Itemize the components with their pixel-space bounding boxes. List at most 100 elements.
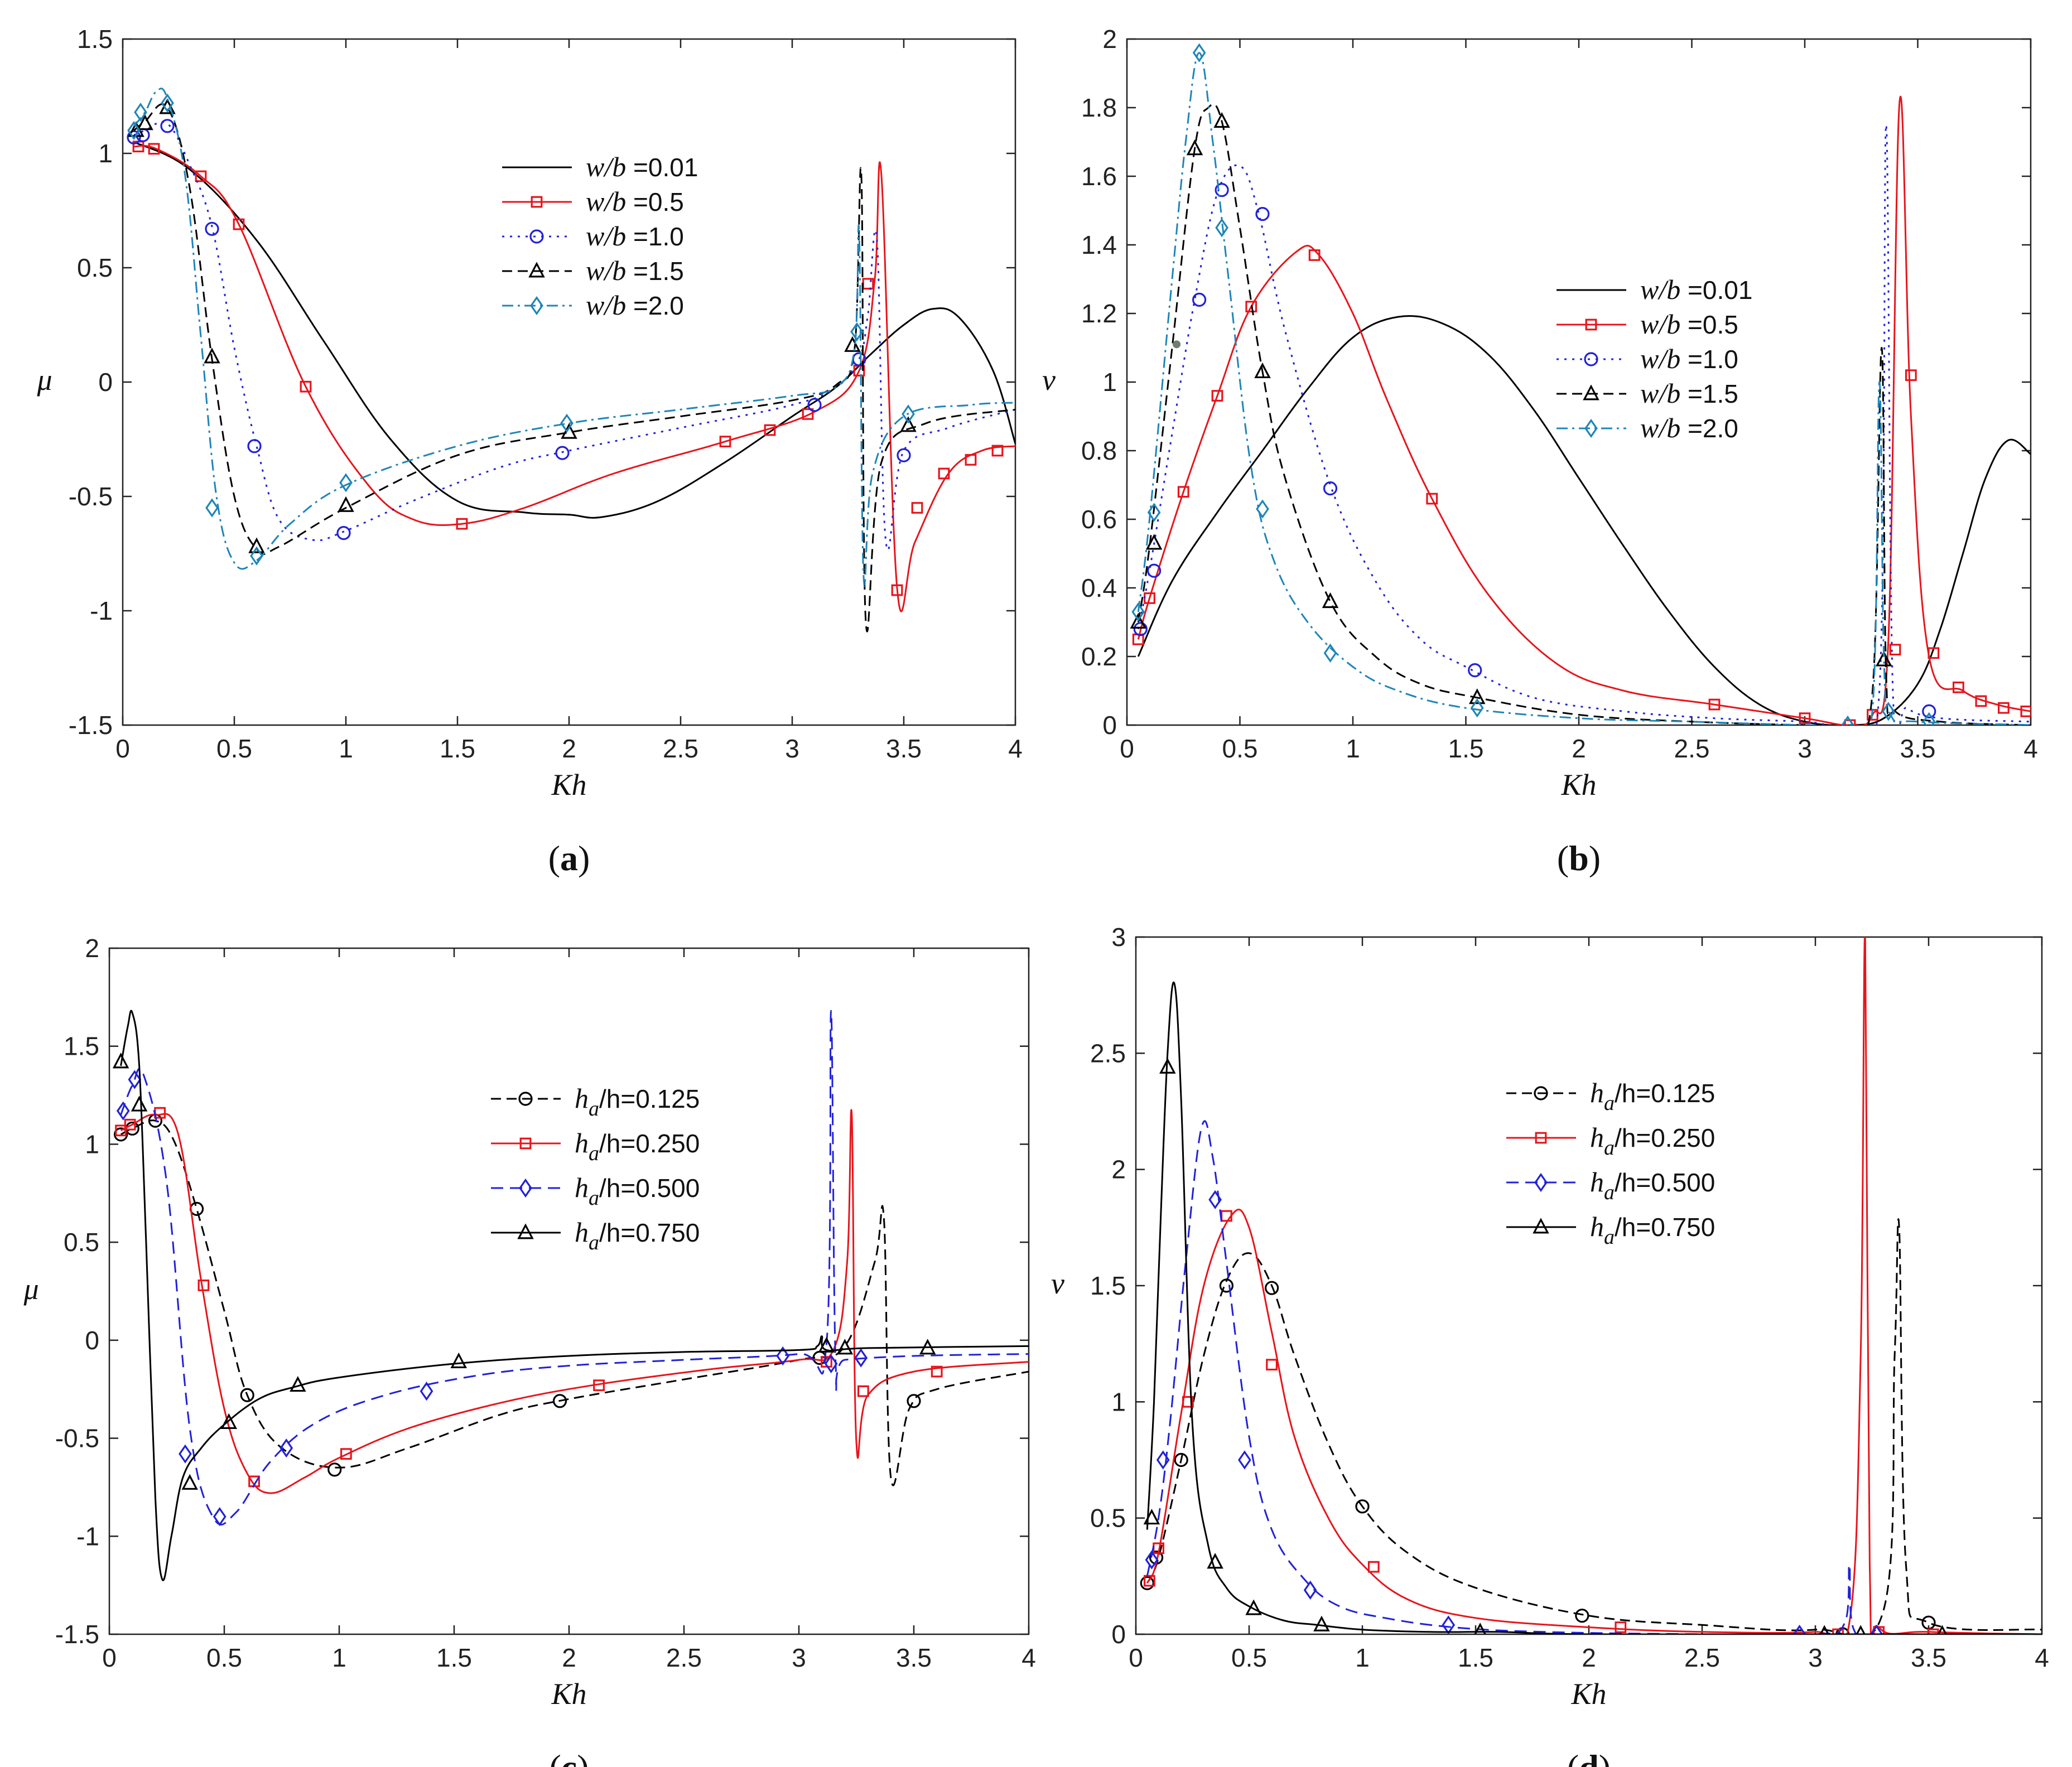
y-tick-label: 0.5 <box>1090 1504 1126 1533</box>
legend-entry: ha/h=0.500 <box>1590 1166 1715 1204</box>
x-tick-label: 0 <box>1120 734 1134 763</box>
series-4-marker <box>1147 503 1161 522</box>
y-tick-label: 0.5 <box>64 1228 99 1257</box>
series-1-marker <box>1615 1621 1627 1633</box>
series-2-marker <box>824 1354 838 1374</box>
series-2-marker <box>116 1101 130 1121</box>
series-0-marker <box>1265 1281 1279 1295</box>
legend: ha/h=0.125 ha/h=0.250 ha/h=0.500 ha/h=0.750 <box>491 1083 700 1254</box>
series-line-3 <box>1137 103 2031 725</box>
x-tick-label: 1.5 <box>1448 734 1484 763</box>
plot-area <box>1130 43 2031 725</box>
series-2-marker <box>1468 663 1482 678</box>
x-axis-label: Kh <box>551 768 586 802</box>
x-tick-label: 2.5 <box>663 734 698 763</box>
x-tick-label: 1 <box>1346 734 1360 763</box>
x-tick-label: 0 <box>102 1643 117 1672</box>
series-3-marker <box>1474 1623 1487 1634</box>
x-tick-label: 0.5 <box>1231 1643 1267 1672</box>
x-tick-label: 0 <box>115 734 130 763</box>
series-1-marker <box>1143 1575 1155 1587</box>
series-3-marker <box>1819 1625 1829 1634</box>
panel-caption: (d) <box>1567 1747 1611 1767</box>
series-4-marker <box>1470 698 1484 718</box>
legend-entry: w/b =1.5 <box>1640 378 1738 409</box>
x-tick-label: 0.5 <box>216 734 252 763</box>
series-3-marker <box>181 1474 198 1490</box>
series-1-marker <box>148 143 160 155</box>
series-4-marker <box>339 473 353 493</box>
y-axis-label: μ <box>36 363 52 397</box>
legend-marker <box>517 1223 534 1239</box>
legend-marker <box>1533 1218 1549 1234</box>
legend-marker <box>1584 418 1598 438</box>
series-4-marker <box>1256 499 1269 519</box>
x-tick-label: 1.5 <box>440 734 475 763</box>
legend-marker <box>528 262 545 278</box>
series-1-marker <box>1873 1626 1885 1634</box>
legend-entry: w/b =0.5 <box>1640 308 1738 340</box>
series-line-4 <box>133 88 1015 587</box>
panel-c: 0 0.5 1 1.5 2 2.5 3 3.5 4 -1.5 -1 -0.5 0 0.5 1 1.5 2 Kh μ (… <box>23 934 1035 1767</box>
series-1-marker <box>1211 390 1223 402</box>
y-tick-label: 0 <box>85 1326 99 1355</box>
series-1-marker <box>593 1379 605 1392</box>
series-2-marker <box>205 221 219 236</box>
series-3-marker <box>1322 592 1339 609</box>
legend-entry: w/b =2.0 <box>1640 412 1738 443</box>
series-2-marker <box>1323 481 1338 496</box>
series-4-marker <box>134 103 147 122</box>
series-line-1 <box>133 144 1015 612</box>
series-0-marker <box>114 1127 128 1142</box>
series-1-marker <box>124 1118 136 1131</box>
x-tick-label: 1 <box>332 1643 346 1672</box>
y-tick-label: 1.2 <box>1081 299 1117 328</box>
legend-marker <box>1534 1172 1548 1193</box>
legend-marker <box>1535 1132 1547 1144</box>
panel-b: 0 0.5 1 1.5 2 2.5 3 3.5 4 0 0.2 0.4 0.6 0.8 1 1.2 1.4 1.6… <box>1042 25 2038 878</box>
y-tick-label: 0 <box>98 368 113 397</box>
series-line-3 <box>120 1010 1029 1581</box>
series-1-marker <box>1708 698 1721 711</box>
series-1-marker <box>1928 647 1940 659</box>
legend-marker <box>1584 352 1598 366</box>
y-tick-label: 2 <box>1111 1155 1126 1184</box>
x-tick-label: 2.5 <box>1674 734 1710 763</box>
series-0-marker <box>552 1394 567 1408</box>
series-3-marker <box>131 1095 148 1112</box>
series-1-marker <box>802 408 814 420</box>
series-2-marker <box>1215 183 1229 197</box>
series-line-0 <box>120 1119 1029 1486</box>
panel-caption: (a) <box>548 838 590 878</box>
series-2-marker <box>1922 704 1936 719</box>
y-tick-label: 1.4 <box>1081 230 1117 259</box>
legend-entry: ha/h=0.750 <box>1590 1211 1715 1249</box>
series-4-marker <box>127 120 141 141</box>
series-1-marker <box>1953 681 1964 693</box>
series-line-1 <box>1137 95 2031 725</box>
x-tick-label: 1.5 <box>436 1643 472 1672</box>
series-line-1 <box>120 1109 1029 1494</box>
x-tick-label: 0.5 <box>206 1643 242 1672</box>
series-1-marker <box>931 1365 943 1378</box>
series-3-marker <box>338 496 354 512</box>
y-tick-label: 1 <box>1102 368 1117 397</box>
series-3-marker <box>1159 1058 1176 1074</box>
series-3-marker <box>204 347 220 364</box>
series-0-marker <box>1355 1499 1370 1514</box>
series-1-marker <box>1266 1359 1278 1371</box>
series-1-marker <box>1975 695 1987 707</box>
series-1-marker <box>340 1448 352 1460</box>
series-2-marker <box>179 1444 192 1464</box>
x-tick-label: 2 <box>1582 1643 1596 1672</box>
series-1-marker <box>197 1280 210 1291</box>
series-line-0 <box>1137 315 2031 725</box>
legend-entry: ha/h=0.125 <box>575 1083 700 1121</box>
y-axis-label: μ <box>23 1272 38 1306</box>
series-0-marker <box>907 1394 921 1408</box>
legend-entry: ha/h=0.250 <box>1590 1122 1715 1160</box>
series-2-marker <box>1255 207 1270 221</box>
x-tick-label: 4 <box>2035 1643 2049 1672</box>
series-0-marker <box>1140 1576 1154 1590</box>
